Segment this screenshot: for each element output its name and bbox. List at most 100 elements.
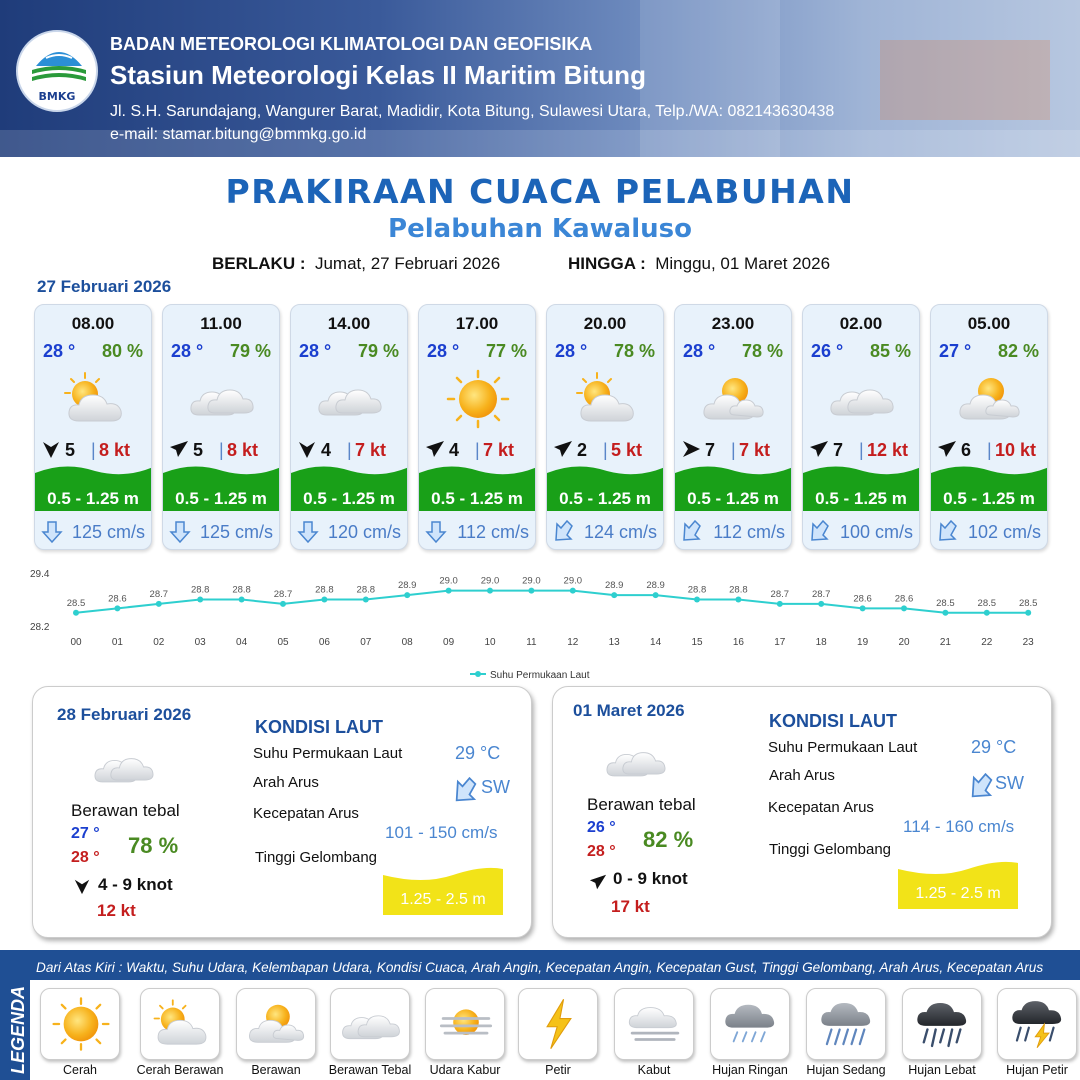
legend-item [614, 988, 694, 1060]
current-direction-icon [937, 520, 959, 544]
sst-point [155, 600, 162, 607]
card-gust: 8 kt [99, 440, 131, 460]
card-wind-speed: 4 [321, 440, 332, 460]
hujan-sedang-icon [815, 995, 879, 1053]
x-tick-label: 07 [360, 637, 372, 648]
panel-humidity: 82 % [643, 827, 694, 852]
sst-value: 29 °C [971, 737, 1017, 757]
card-humidity: 78 % [741, 341, 783, 361]
card-humidity: 78 % [613, 341, 655, 361]
sst-point [238, 596, 245, 603]
sst-point [362, 596, 369, 603]
card-temperature: 28 ° [555, 341, 588, 361]
y-tick-bottom: 28.2 [30, 622, 50, 633]
current-direction-icon [297, 520, 319, 544]
card-current-speed: 112 cm/s [457, 522, 529, 542]
sst-data-label: 28.7 [771, 589, 790, 600]
card-wind-speed: 7 [833, 440, 844, 460]
legend-item-label: Cerah [62, 1063, 98, 1077]
card-current-speed: 120 cm/s [327, 522, 401, 542]
x-tick-label: 04 [236, 637, 248, 648]
x-tick-label: 00 [70, 637, 82, 648]
sst-point [528, 587, 535, 594]
wind-direction-icon [41, 439, 61, 459]
legend-item [518, 988, 598, 1060]
legend-item [425, 988, 505, 1060]
wind-direction-icon [681, 439, 701, 459]
legend-item-label: Udara Kabur [429, 1063, 501, 1077]
sst-data-label: 28.8 [729, 585, 748, 596]
wave-height-shape [163, 466, 279, 511]
petir-icon [527, 995, 591, 1053]
x-tick-label: 10 [484, 637, 496, 648]
hujan-lebat-icon [911, 995, 975, 1053]
x-tick-label: 20 [898, 637, 910, 648]
panel-gust: 17 kt [611, 897, 650, 916]
card-humidity: 82 % [997, 341, 1039, 361]
card-current-speed: 125 cm/s [199, 522, 273, 542]
sst-point [197, 596, 204, 603]
panel-temp-min: 27 ° [71, 825, 100, 842]
cerah-berawan-weather-icon [59, 369, 129, 429]
sst-data-label: 28.7 [150, 589, 169, 600]
sst-data-label: 28.8 [191, 585, 210, 596]
legend-item-label: Hujan Sedang [806, 1063, 886, 1077]
card-gust: 7 kt [483, 440, 515, 460]
card-time: 08.00 [71, 314, 115, 333]
current-speed-value: 114 - 160 cm/s [903, 817, 1015, 836]
sst-data-label: 28.5 [67, 598, 86, 609]
sst-point [1025, 609, 1032, 616]
sst-data-label: 28.5 [978, 598, 997, 609]
x-tick-label: 18 [816, 637, 828, 648]
header-decor-building [640, 0, 780, 157]
current-speed-label: Kecepatan Arus [253, 805, 359, 822]
wind-direction-icon [553, 439, 573, 459]
card-humidity: 79 % [229, 341, 271, 361]
legend-item [902, 988, 982, 1060]
wave-height-label: Tinggi Gelombang [255, 849, 378, 866]
card-temperature: 28 ° [171, 341, 204, 361]
card-humidity: 79 % [357, 341, 399, 361]
card-time: 23.00 [711, 314, 755, 333]
x-tick-label: 06 [319, 637, 331, 648]
card-temperature: 26 ° [811, 341, 844, 361]
card-wave-height: 0.5 - 1.25 m [431, 489, 523, 508]
legend-item [997, 988, 1077, 1060]
card-gust: 10 kt [995, 440, 1037, 460]
legend-item-label: Hujan Lebat [908, 1063, 976, 1077]
card-wave-height: 0.5 - 1.25 m [815, 489, 907, 508]
daily-panel: 28 Februari 2026 Berawan tebal 27 ° 28 °… [32, 686, 532, 938]
panel-temp-max: 28 ° [587, 843, 616, 860]
card-temperature: 28 ° [427, 341, 460, 361]
x-tick-label: 17 [774, 637, 786, 648]
header-decor-containers [880, 40, 1050, 120]
x-tick-label: 15 [691, 637, 703, 648]
valid-to-label: HINGGA : [568, 254, 646, 273]
wind-direction-icon [425, 439, 445, 459]
sst-point [818, 600, 825, 607]
card-wind-speed: 4 [449, 440, 460, 460]
card-current-speed: 125 cm/s [71, 522, 145, 542]
current-direction-icon [553, 520, 575, 544]
legend-item-label: Cerah Berawan [136, 1063, 224, 1077]
hujan-petir-icon [1006, 995, 1070, 1053]
card-time: 05.00 [967, 314, 1011, 333]
card-separator: | [731, 440, 736, 460]
agency-name: BADAN METEOROLOGI KLIMATOLOGI DAN GEOFIS… [110, 34, 593, 54]
card-current-speed: 124 cm/s [583, 522, 657, 542]
legend-item-label: Kabut [637, 1063, 671, 1077]
card-current-speed: 100 cm/s [839, 522, 913, 542]
sst-data-label: 28.9 [605, 580, 624, 591]
card-separator: | [347, 440, 352, 460]
x-tick-label: 11 [526, 637, 537, 648]
card-wind-speed: 5 [193, 440, 204, 460]
sst-data-label: 29.0 [564, 576, 583, 587]
card-humidity: 77 % [485, 341, 527, 361]
panel-temp-max: 28 ° [71, 849, 100, 866]
sst-data-label: 28.8 [315, 585, 334, 596]
berawan-tebal-weather-icon [187, 369, 257, 429]
sst-data-label: 29.0 [481, 576, 500, 587]
forecast-card: 05.00 27 ° 82 % 6 | 10 kt 0.5 - 1.25 m 1… [930, 304, 1048, 550]
sst-line-chart: 29.4 28.2 28.5 00 28.6 01 28.7 02 28.8 03 28.8 04… [30, 569, 1037, 681]
legend-label: Suhu Permukaan Laut [490, 670, 590, 681]
